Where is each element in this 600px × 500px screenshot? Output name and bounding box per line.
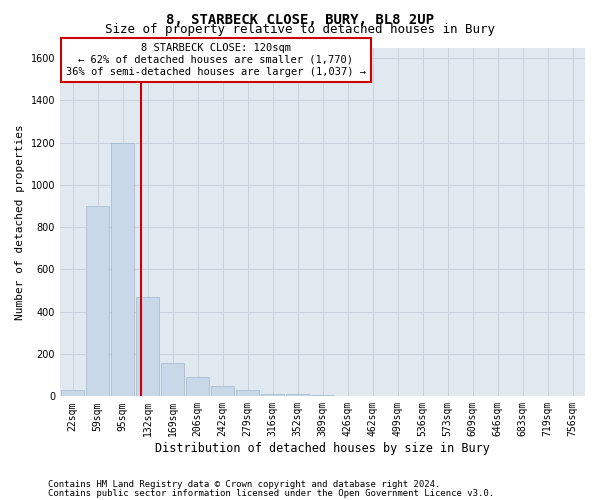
Bar: [211, 386, 234, 396]
Bar: [86, 206, 109, 396]
Text: 8 STARBECK CLOSE: 120sqm
← 62% of detached houses are smaller (1,770)
36% of sem: 8 STARBECK CLOSE: 120sqm ← 62% of detach…: [66, 44, 366, 76]
Bar: [111, 142, 134, 396]
Text: Contains public sector information licensed under the Open Government Licence v3: Contains public sector information licen…: [48, 488, 494, 498]
Bar: [286, 394, 309, 396]
Text: 8, STARBECK CLOSE, BURY, BL8 2UP: 8, STARBECK CLOSE, BURY, BL8 2UP: [166, 12, 434, 26]
Bar: [161, 362, 184, 396]
Text: Contains HM Land Registry data © Crown copyright and database right 2024.: Contains HM Land Registry data © Crown c…: [48, 480, 440, 489]
Bar: [261, 394, 284, 396]
Bar: [236, 390, 259, 396]
Bar: [186, 378, 209, 396]
Bar: [61, 390, 84, 396]
X-axis label: Distribution of detached houses by size in Bury: Distribution of detached houses by size …: [155, 442, 490, 455]
Text: Size of property relative to detached houses in Bury: Size of property relative to detached ho…: [105, 22, 495, 36]
Bar: [136, 297, 159, 396]
Y-axis label: Number of detached properties: Number of detached properties: [15, 124, 25, 320]
